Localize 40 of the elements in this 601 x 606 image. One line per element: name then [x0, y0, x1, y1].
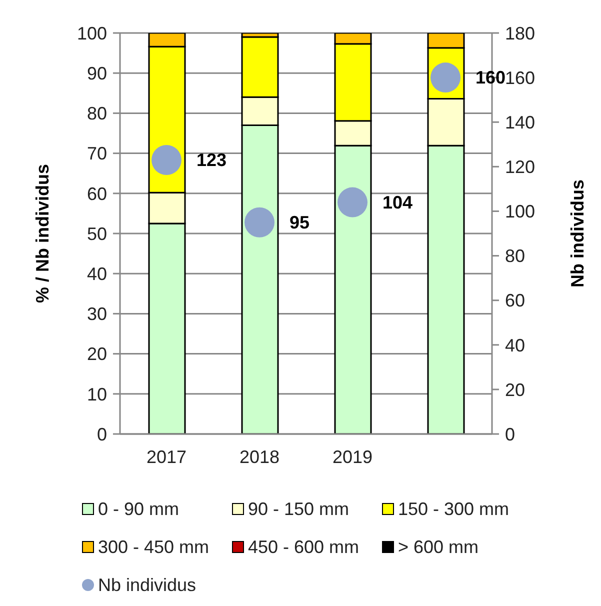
legend-label: Nb individus [98, 574, 196, 596]
x-tick-label: 2019 [332, 446, 373, 467]
y-tick-label: 40 [86, 264, 107, 284]
y2-axis-title: Nb individus [567, 180, 588, 288]
y-tick-label: 10 [86, 384, 107, 404]
data-label: 104 [382, 192, 413, 212]
y2-tick-label: 20 [505, 380, 526, 400]
y-tick-label: 90 [86, 63, 107, 84]
y-tick-label: 70 [86, 144, 107, 164]
legend-label: 0 - 90 mm [98, 498, 180, 520]
data-label: 123 [196, 150, 227, 170]
y-tick-label: 60 [86, 184, 107, 204]
y2-tick-label: 60 [505, 290, 526, 311]
y-tick-label: 20 [86, 344, 107, 364]
legend-label: 450 - 600 mm [248, 536, 360, 558]
data-label: 160 [476, 68, 506, 88]
x-tick-label: 2017 [146, 446, 187, 467]
x-tick-label: 2018 [239, 446, 280, 467]
y-tick-label: 30 [86, 304, 107, 324]
y-axis-title: % / Nb individus [32, 164, 52, 304]
y2-tick-label: 80 [505, 246, 526, 266]
legend-label: 90 - 150 mm [248, 498, 350, 520]
y2-tick-label: 140 [505, 112, 536, 132]
legend-label: 150 - 300 mm [398, 498, 510, 520]
y2-tick-label: 100 [505, 202, 536, 222]
y-tick-label: 80 [86, 104, 107, 124]
legend-label: 300 - 450 mm [98, 536, 210, 558]
y2-tick-label: 120 [505, 157, 536, 178]
legend-label: > 600 mm [398, 536, 479, 558]
point [152, 144, 182, 175]
y2-tick-label: 0 [505, 424, 516, 444]
data-label: 95 [290, 212, 310, 232]
point [244, 207, 274, 238]
y2-tick-label: 160 [505, 68, 536, 88]
y-tick-label: 0 [96, 424, 107, 444]
y-tick-label: 100 [76, 23, 107, 44]
y2-tick-label: 180 [505, 23, 536, 44]
y2-tick-label: 40 [505, 335, 526, 356]
y-tick-label: 50 [86, 224, 107, 244]
point [338, 187, 368, 218]
